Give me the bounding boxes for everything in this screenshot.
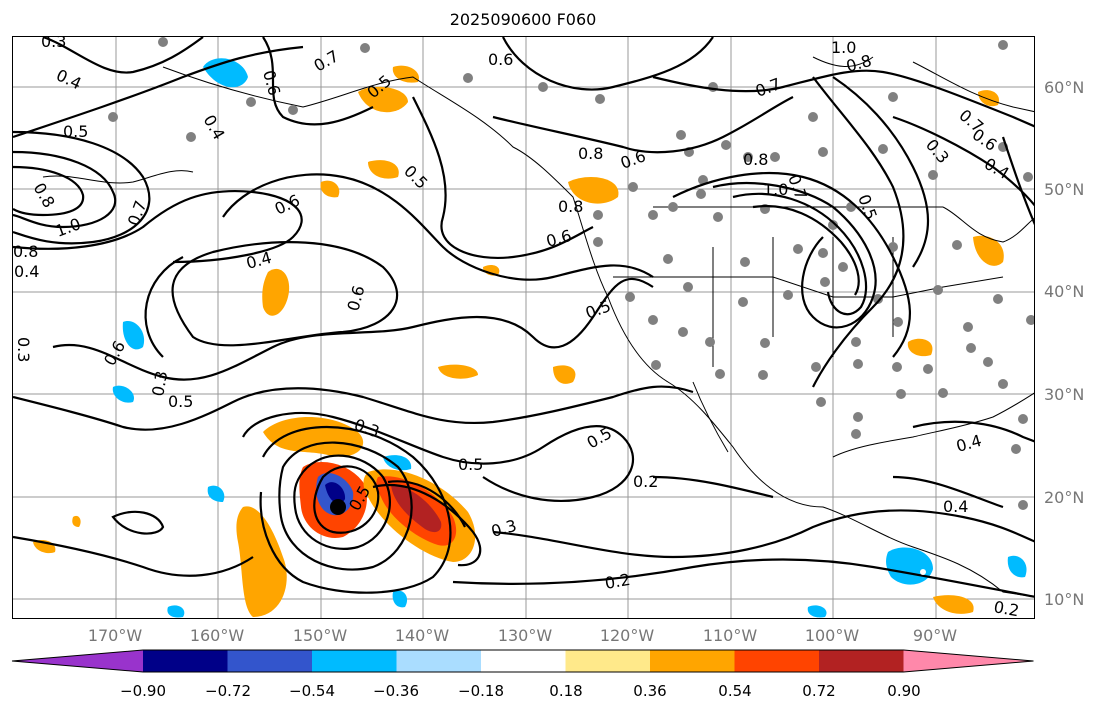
colorbar-cells [143, 650, 904, 672]
shaded-fields [33, 58, 1027, 618]
contour-label: 0.8 [743, 150, 768, 169]
colorbar-tick: −0.90 [120, 682, 166, 700]
colorbar-cell [565, 650, 650, 672]
colorbar-tick: 0.90 [887, 682, 921, 700]
contour-label-layer: 0.3 0.4 0.5 0.6 0.4 0.7 0.5 0.7 1.0 0.8 … [13, 37, 1021, 619]
contour-label: 1.0 [763, 180, 788, 199]
contour-label: 0.4 [53, 65, 84, 93]
contour-label: 0.6 [344, 284, 369, 314]
lat-label-50: 50°N [1044, 180, 1085, 199]
lon-label-110w: 110°W [702, 626, 758, 645]
lat-label-10: 10°N [1044, 590, 1085, 609]
contour-label: 0.2 [603, 570, 631, 593]
contour-label: 0.7 [753, 74, 783, 101]
contour-label: 0.4 [954, 431, 984, 456]
lat-label-60: 60°N [1044, 78, 1085, 97]
colorbar-tick: −0.72 [205, 682, 251, 700]
contour-label: 0.8 [30, 180, 59, 212]
contour-label: 0.4 [244, 248, 274, 273]
cyclone-center-marker-2 [920, 569, 926, 575]
contour-label: 0.8 [578, 144, 603, 163]
contour-label: 1.0 [831, 38, 856, 57]
colorbar-extend-left [12, 650, 143, 672]
contour-label: 0.4 [943, 497, 968, 516]
contour-label: 0.3 [14, 337, 33, 362]
colorbar-cell [312, 650, 397, 672]
contour-label: 0.4 [200, 112, 229, 144]
contour-label: 0.7 [311, 46, 343, 75]
lon-label-170w: 170°W [87, 626, 143, 645]
lat-label-20: 20°N [1044, 488, 1085, 507]
coastlines [42, 56, 1034, 598]
colorbar-cell [227, 650, 312, 672]
colorbar-cell [143, 650, 228, 672]
colorbar-extend-right [903, 650, 1034, 672]
lat-label-30: 30°N [1044, 385, 1085, 404]
colorbar-tick: −0.54 [289, 682, 335, 700]
colorbar-cell [819, 650, 904, 672]
colorbar-cell [650, 650, 735, 672]
contour-label: 0.8 [558, 197, 583, 216]
cyclone-center-marker [330, 499, 346, 515]
contour-label: 1.0 [53, 214, 83, 241]
colorbar-tick: 0.54 [718, 682, 752, 700]
contour-label: 0.4 [14, 262, 39, 281]
colorbar-cell [734, 650, 819, 672]
contour-label: 0.5 [168, 392, 193, 411]
contour-label: 0.2 [992, 597, 1020, 619]
station-markers [108, 37, 1034, 510]
lon-label-120w: 120°W [599, 626, 655, 645]
contour-label: 0.5 [854, 192, 881, 222]
colorbar [11, 649, 1034, 673]
contour-label: 0.6 [618, 146, 648, 173]
lon-label-100w: 100°W [804, 626, 860, 645]
lon-label-130w: 130°W [497, 626, 553, 645]
contour-label: 0.3 [148, 369, 171, 397]
colorbar-tick: 0.72 [802, 682, 836, 700]
contour-lines [13, 37, 1034, 598]
contour-label: 0.5 [63, 122, 88, 141]
colorbar-tick: 0.18 [549, 682, 583, 700]
contour-label: 0.5 [458, 455, 483, 474]
colorbar-cell [396, 650, 481, 672]
contour-label: 0.6 [259, 68, 284, 98]
contour-label: 0.8 [13, 242, 38, 261]
contour-label: 0.3 [41, 37, 66, 51]
contour-label: 0.6 [488, 50, 513, 69]
lon-label-160w: 160°W [189, 626, 245, 645]
contour-label: 0.3 [489, 516, 519, 541]
contour-label: 0.6 [100, 337, 129, 369]
lat-label-40: 40°N [1044, 282, 1085, 301]
colorbar-cell [481, 650, 566, 672]
colorbar-tick: −0.36 [373, 682, 419, 700]
contour-label: 0.2 [633, 472, 658, 491]
map-title: 2025090600 F060 [449, 10, 597, 29]
map-panel: 0.3 0.4 0.5 0.6 0.4 0.7 0.5 0.7 1.0 0.8 … [12, 36, 1035, 619]
map-canvas: 0.3 0.4 0.5 0.6 0.4 0.7 0.5 0.7 1.0 0.8 … [13, 37, 1034, 619]
colorbar-tick: −0.18 [458, 682, 504, 700]
lon-label-90w: 90°W [912, 626, 958, 645]
colorbar-tick: 0.36 [633, 682, 667, 700]
contour-label: 0.6 [544, 226, 574, 251]
lon-label-140w: 140°W [394, 626, 450, 645]
colorbar-outline [11, 649, 1034, 673]
contour-label: 0.5 [400, 161, 431, 192]
contour-label: 0.6 [272, 191, 303, 219]
lon-label-150w: 150°W [292, 626, 348, 645]
